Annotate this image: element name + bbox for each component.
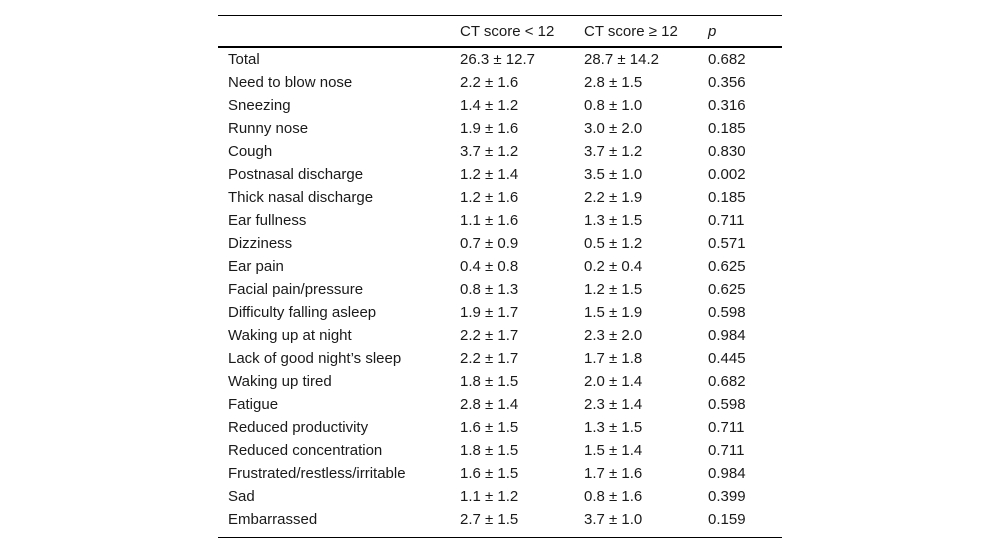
table-cell: 0.598 bbox=[708, 304, 746, 321]
table-cell: 3.7 ± 1.2 bbox=[460, 143, 519, 160]
table-cell: 0.682 bbox=[708, 51, 746, 68]
table-cell: 26.3 ± 12.7 bbox=[460, 51, 535, 68]
row-label: Sad bbox=[228, 488, 255, 505]
table-cell: 2.2 ± 1.7 bbox=[460, 350, 519, 367]
table-cell: 0.002 bbox=[708, 166, 746, 183]
row-label: Frustrated/restless/irritable bbox=[228, 465, 406, 482]
table-cell: 1.3 ± 1.5 bbox=[584, 419, 643, 436]
table-cell: 1.2 ± 1.4 bbox=[460, 166, 519, 183]
table-cell: 0.185 bbox=[708, 189, 746, 206]
row-label: Waking up at night bbox=[228, 327, 352, 344]
row-label: Thick nasal discharge bbox=[228, 189, 374, 206]
table-cell: 0.8 ± 1.0 bbox=[584, 97, 643, 114]
table-cell: 1.8 ± 1.5 bbox=[460, 373, 519, 390]
table-cell: 3.5 ± 1.0 bbox=[584, 166, 643, 183]
table-cell: 2.0 ± 1.4 bbox=[584, 373, 643, 390]
table-cell: 0.711 bbox=[708, 212, 745, 229]
row-label: Facial pain/pressure bbox=[228, 281, 364, 298]
table-cell: 0.7 ± 0.9 bbox=[460, 235, 519, 252]
table-cell: 0.4 ± 0.8 bbox=[460, 258, 519, 275]
row-label: Cough bbox=[228, 143, 273, 160]
row-label: Reduced concentration bbox=[228, 442, 383, 459]
table-cell: 28.7 ± 14.2 bbox=[584, 51, 659, 68]
row-label: Postnasal discharge bbox=[228, 166, 364, 183]
row-label: Waking up tired bbox=[228, 373, 332, 390]
table-cell: 2.3 ± 2.0 bbox=[584, 327, 643, 344]
table-cell: 1.5 ± 1.4 bbox=[584, 442, 643, 459]
table-cell: 0.8 ± 1.6 bbox=[584, 488, 643, 505]
column-header: CT score < 12 bbox=[460, 23, 555, 40]
table-cell: 1.7 ± 1.6 bbox=[584, 465, 643, 482]
table-cell: 2.8 ± 1.5 bbox=[584, 74, 643, 91]
table-cell: 1.6 ± 1.5 bbox=[460, 465, 519, 482]
table-cell: 0.445 bbox=[708, 350, 746, 367]
table-cell: 0.5 ± 1.2 bbox=[584, 235, 643, 252]
top-rule bbox=[218, 15, 782, 16]
table-cell: 0.984 bbox=[708, 327, 746, 344]
table-cell: 1.9 ± 1.6 bbox=[460, 120, 519, 137]
table-cell: 0.625 bbox=[708, 258, 746, 275]
table-cell: 3.7 ± 1.0 bbox=[584, 511, 643, 528]
row-label: Difficulty falling asleep bbox=[228, 304, 377, 321]
table-cell: 1.3 ± 1.5 bbox=[584, 212, 643, 229]
table-cell: 1.7 ± 1.8 bbox=[584, 350, 643, 367]
table-cell: 0.598 bbox=[708, 396, 746, 413]
bottom-rule bbox=[218, 537, 782, 538]
table-cell: 0.2 ± 0.4 bbox=[584, 258, 643, 275]
table-cell: 1.9 ± 1.7 bbox=[460, 304, 519, 321]
column-header: p bbox=[708, 23, 717, 40]
row-label: Ear pain bbox=[228, 258, 284, 275]
table-cell: 0.316 bbox=[708, 97, 746, 114]
table-cell: 2.2 ± 1.9 bbox=[584, 189, 643, 206]
table-cell: 2.7 ± 1.5 bbox=[460, 511, 519, 528]
row-label: Embarrassed bbox=[228, 511, 318, 528]
row-label: Fatigue bbox=[228, 396, 279, 413]
table-cell: 1.1 ± 1.2 bbox=[460, 488, 519, 505]
table-cell: 3.0 ± 2.0 bbox=[584, 120, 643, 137]
table-cell: 2.3 ± 1.4 bbox=[584, 396, 643, 413]
row-label: Sneezing bbox=[228, 97, 291, 114]
row-label: Reduced productivity bbox=[228, 419, 369, 436]
row-label: Dizziness bbox=[228, 235, 293, 252]
table-cell: 2.8 ± 1.4 bbox=[460, 396, 519, 413]
table-cell: 0.625 bbox=[708, 281, 746, 298]
table-cell: 1.6 ± 1.5 bbox=[460, 419, 519, 436]
header-rule bbox=[218, 46, 782, 48]
table-cell: 2.2 ± 1.6 bbox=[460, 74, 519, 91]
table-cell: 2.2 ± 1.7 bbox=[460, 327, 519, 344]
table-cell: 0.682 bbox=[708, 373, 746, 390]
row-label: Lack of good night’s sleep bbox=[228, 350, 402, 367]
table-cell: 1.8 ± 1.5 bbox=[460, 442, 519, 459]
table-cell: 0.8 ± 1.3 bbox=[460, 281, 519, 298]
table-cell: 0.984 bbox=[708, 465, 746, 482]
table-cell: 0.399 bbox=[708, 488, 746, 505]
table-cell: 1.2 ± 1.6 bbox=[460, 189, 519, 206]
row-label: Need to blow nose bbox=[228, 74, 353, 91]
table-cell: 1.1 ± 1.6 bbox=[460, 212, 519, 229]
table-cell: 1.5 ± 1.9 bbox=[584, 304, 643, 321]
table-cell: 0.830 bbox=[708, 143, 746, 160]
table-cell: 1.2 ± 1.5 bbox=[584, 281, 643, 298]
row-label: Runny nose bbox=[228, 120, 309, 137]
table-cell: 1.4 ± 1.2 bbox=[460, 97, 519, 114]
row-label: Ear fullness bbox=[228, 212, 307, 229]
row-label: Total bbox=[228, 51, 260, 68]
table-cell: 0.711 bbox=[708, 442, 745, 459]
table-cell: 0.159 bbox=[708, 511, 746, 528]
table-cell: 0.185 bbox=[708, 120, 746, 137]
table-cell: 0.711 bbox=[708, 419, 745, 436]
table-cell: 3.7 ± 1.2 bbox=[584, 143, 643, 160]
column-header: CT score ≥ 12 bbox=[584, 23, 678, 40]
table-cell: 0.571 bbox=[708, 235, 746, 252]
table-cell: 0.356 bbox=[708, 74, 746, 91]
